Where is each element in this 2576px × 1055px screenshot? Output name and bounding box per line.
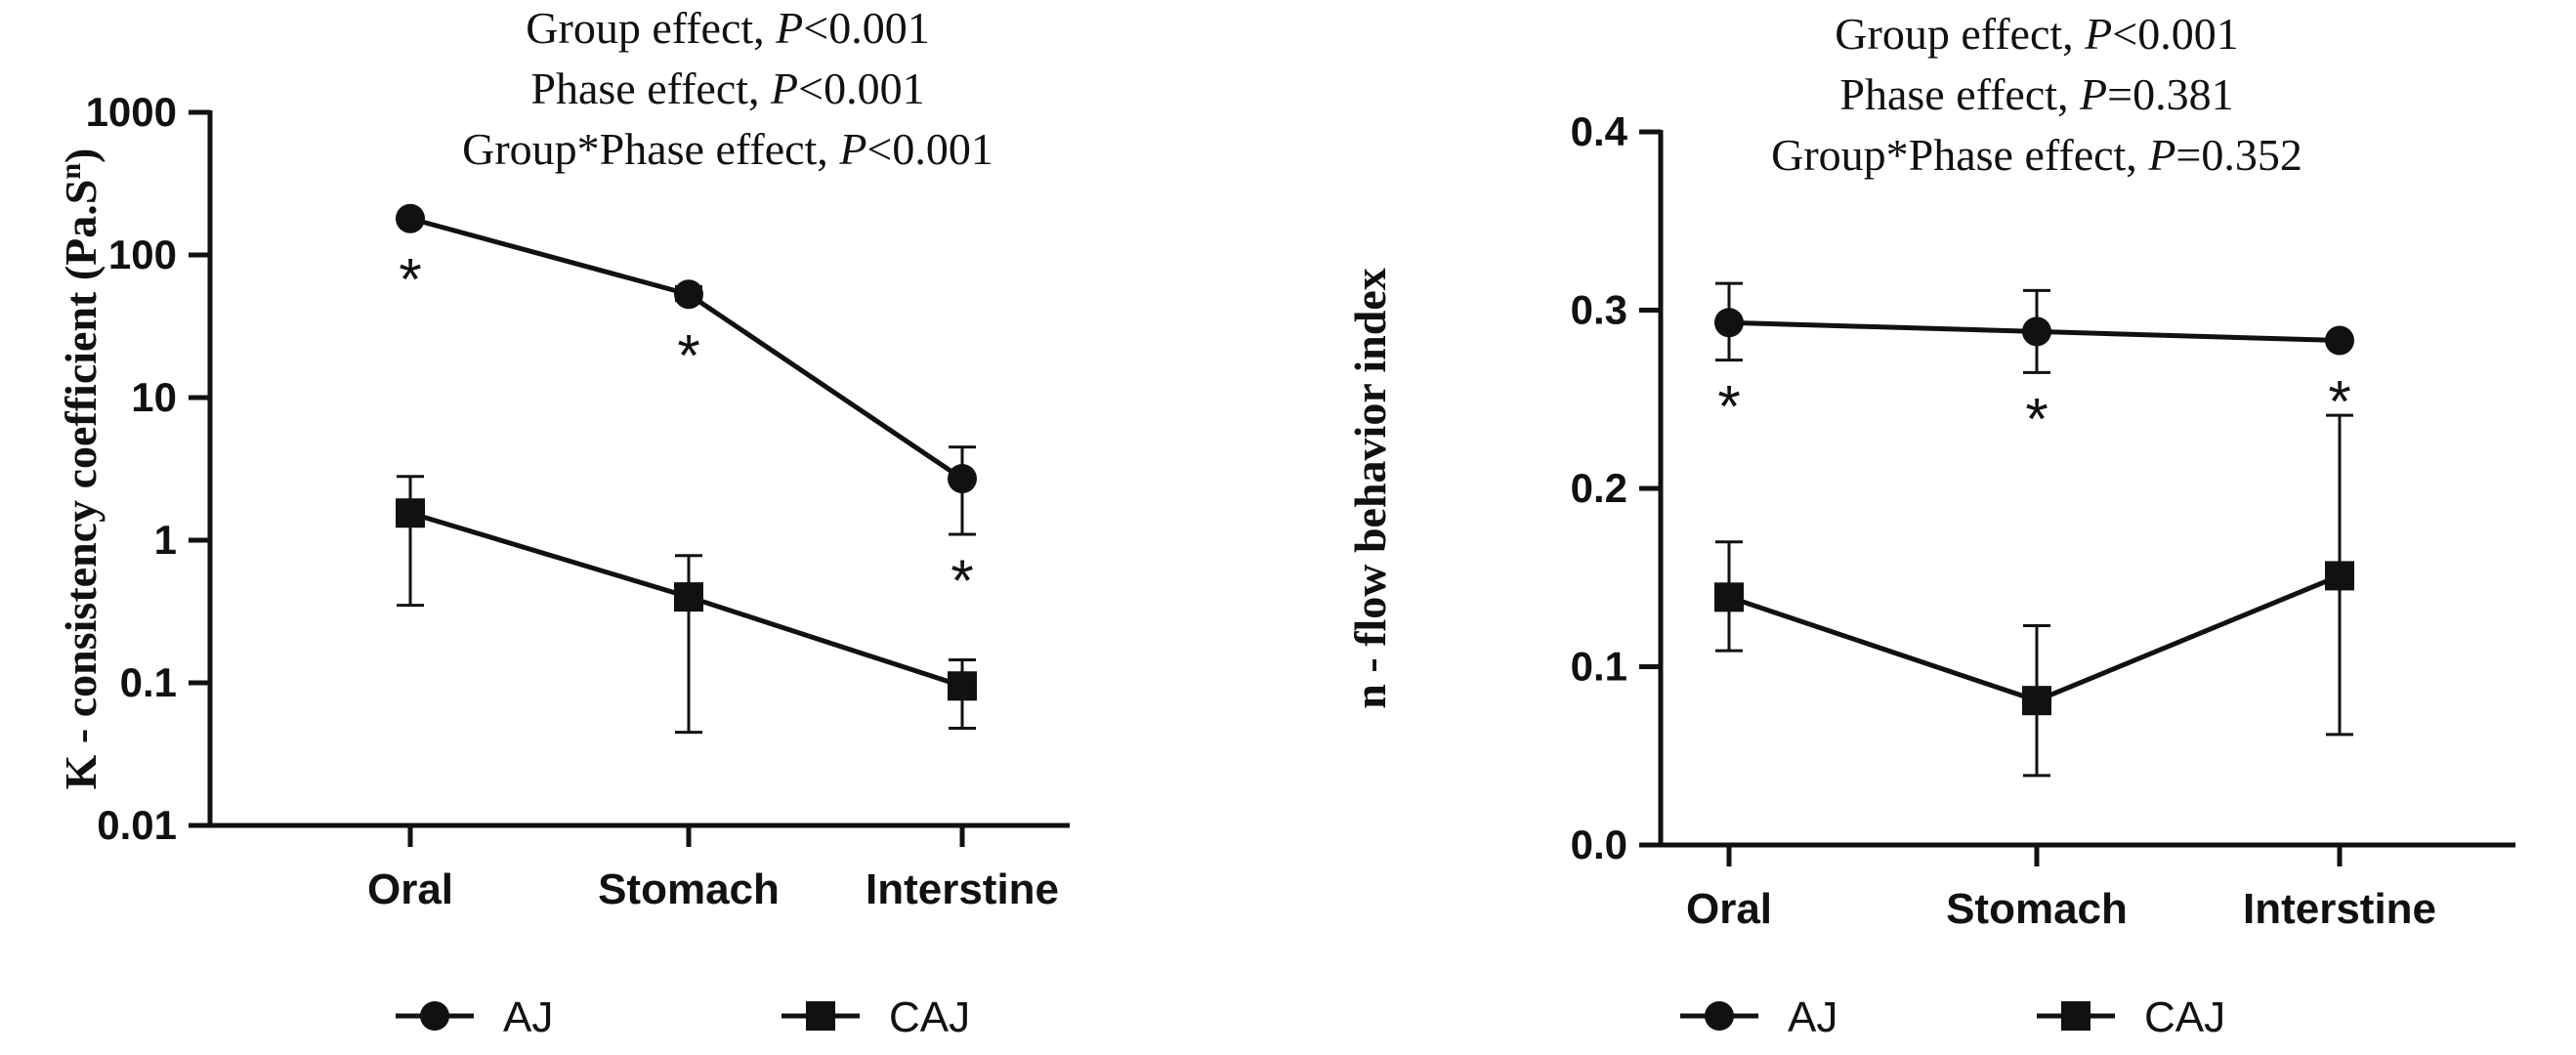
y-tick-label: 0.0 (1571, 822, 1627, 867)
significance-star: * (677, 322, 699, 388)
stat-label: Phase effect, (1839, 69, 2080, 119)
data-point-circle (2022, 316, 2051, 347)
data-point-square (1714, 582, 1744, 612)
y-axis-title-main: K - consistency coefficient (Pa.S (56, 180, 106, 790)
stat-value: <0.001 (866, 124, 992, 174)
data-point-circle (1714, 308, 1744, 338)
stat-value: <0.001 (803, 3, 929, 53)
significance-star: * (1717, 374, 1740, 440)
y-tick-label: 1 (154, 517, 177, 563)
legend-1: AJ CAJ (396, 993, 970, 1041)
data-point-square (948, 671, 977, 701)
stat-value: <0.001 (2112, 9, 2238, 59)
x-tick-label: Stomach (598, 865, 780, 913)
significance-star: * (950, 548, 973, 613)
x-tick-label: Interstine (2243, 885, 2436, 933)
legend-item-caj: CAJ (781, 993, 970, 1041)
legend-2: AJ CAJ (1680, 993, 2225, 1041)
y-tick-label: 0.1 (1571, 644, 1627, 690)
legend-label: AJ (1788, 993, 1837, 1041)
x-tick-label: Oral (1686, 885, 1772, 933)
data-point-circle (2325, 325, 2354, 356)
legend-marker-square (806, 1001, 835, 1031)
stat-p-symbol: P (2147, 130, 2175, 180)
y-axis-title-close: ) (56, 148, 106, 163)
data-point-square (674, 582, 703, 612)
x-tick-label: Oral (367, 865, 453, 913)
stat-annotation: Phase effect, P<0.001 (530, 63, 924, 113)
y-tick-label: 0.4 (1571, 108, 1628, 154)
y-axis-title-main: n - flow behavior index (1345, 268, 1395, 709)
stat-p-symbol: P (2084, 9, 2112, 59)
legend-item-aj: AJ (396, 993, 553, 1041)
legend-marker-circle (420, 1001, 449, 1031)
data-point-circle (674, 279, 703, 310)
legend-item-caj: CAJ (2037, 993, 2225, 1041)
y-tick-label: 1000 (86, 89, 177, 135)
stat-annotation: Group*Phase effect, P<0.001 (462, 124, 993, 174)
stat-p-symbol: P (775, 3, 803, 53)
series-aj: * * * (1714, 281, 2354, 451)
series-caj (1714, 413, 2354, 778)
legend-item-aj: AJ (1680, 993, 1837, 1041)
x-tick-label: Stomach (1946, 885, 2128, 933)
stat-label: Group*Phase effect, (1771, 130, 2148, 180)
stat-annotation: Group*Phase effect, P=0.352 (1771, 130, 2302, 180)
legend-marker-square (2061, 1001, 2090, 1031)
stat-label: Group*Phase effect, (462, 124, 839, 174)
data-point-square (2022, 686, 2051, 716)
stat-p-symbol: P (2079, 69, 2107, 119)
y-tick-label: 0.1 (120, 659, 177, 705)
significance-star: * (2025, 386, 2048, 451)
stat-annotation: Group effect, P<0.001 (526, 3, 929, 53)
y-axis-title: n - flow behavior index (1345, 268, 1395, 709)
y-tick-label: 0.3 (1571, 287, 1627, 333)
series-caj (396, 475, 977, 735)
stat-label: Group effect, (526, 3, 776, 53)
stat-p-symbol: P (770, 63, 798, 113)
y-tick-label: 0.2 (1571, 465, 1627, 511)
stat-value: =0.352 (2175, 130, 2302, 180)
stat-annotation: Group effect, P<0.001 (1835, 9, 2238, 59)
data-point-circle (948, 464, 977, 494)
y-tick-label: 10 (131, 374, 177, 420)
stat-value: <0.001 (798, 63, 924, 113)
series-line (1728, 573, 2341, 703)
legend-label: CAJ (2144, 993, 2225, 1041)
significance-star: * (399, 247, 421, 313)
stat-value: =0.381 (2107, 69, 2233, 119)
stat-label: Phase effect, (530, 63, 771, 113)
y-axis-title-sup: n (55, 163, 87, 180)
legend-label: CAJ (889, 993, 970, 1041)
series-aj: * * * (396, 203, 977, 613)
stat-label: Group effect, (1835, 9, 2085, 59)
y-tick-label: 100 (108, 232, 177, 277)
data-point-square (396, 498, 425, 528)
legend-marker-circle (1705, 1001, 1734, 1031)
y-tick-label: 0.01 (97, 802, 177, 848)
significance-star: * (2328, 369, 2350, 435)
y-axis-title: K - consistency coefficient (Pa.Sn) (55, 148, 106, 790)
data-point-square (2325, 561, 2354, 591)
stat-p-symbol: P (838, 124, 866, 174)
stat-annotation: Phase effect, P=0.381 (1839, 69, 2233, 119)
data-point-circle (396, 203, 425, 233)
legend-label: AJ (503, 993, 553, 1041)
x-tick-label: Interstine (866, 865, 1059, 913)
